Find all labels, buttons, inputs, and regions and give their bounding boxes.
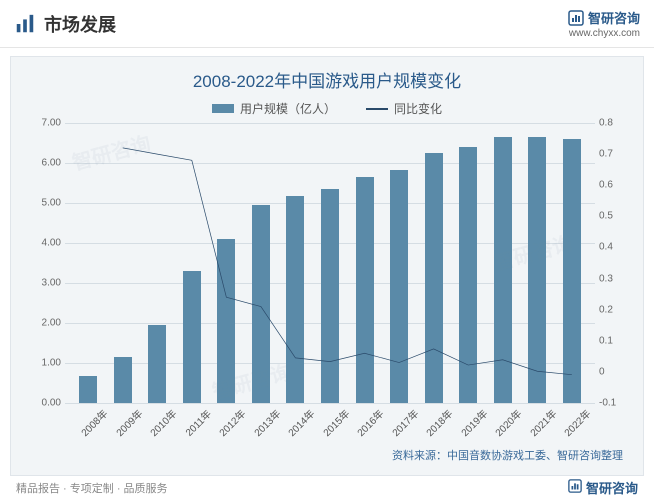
y-left-tick: 5.00 — [29, 198, 61, 209]
header-bar: evelopment 市场发展 智研咨询 www.chyxx.com — [0, 0, 654, 48]
bar — [563, 139, 581, 403]
bar — [494, 137, 512, 403]
legend-item-bar: 用户规模（亿人） — [212, 100, 336, 117]
y-left-tick: 0.00 — [29, 398, 61, 409]
bar — [114, 357, 132, 403]
bar-slot — [313, 123, 348, 403]
header-left: evelopment 市场发展 — [14, 11, 116, 37]
bar-slot — [278, 123, 313, 403]
bar-slot — [106, 123, 141, 403]
y-left-tick: 2.00 — [29, 318, 61, 329]
bar — [252, 205, 270, 403]
bars-group — [65, 123, 595, 403]
y-right-tick: 0.3 — [599, 273, 625, 284]
header-title: 市场发展 — [44, 11, 116, 37]
brand-row: 智研咨询 — [568, 8, 640, 27]
brand-url: www.chyxx.com — [568, 28, 640, 39]
chart-legend: 用户规模（亿人） 同比变化 — [31, 100, 623, 117]
footer-brand-text: 智研咨询 — [586, 478, 638, 497]
y-right-tick: 0.6 — [599, 180, 625, 191]
bar-slot — [520, 123, 555, 403]
chart-container: 2008-2022年中国游戏用户规模变化 用户规模（亿人） 同比变化 0.001… — [10, 56, 644, 476]
footer: 精品报告 · 专项定制 · 品质服务 智研咨询 — [0, 478, 654, 497]
y-right-tick: 0.8 — [599, 118, 625, 129]
bar-slot — [175, 123, 210, 403]
footer-brand-logo-icon — [568, 479, 582, 496]
legend-bar-label: 用户规模（亿人） — [240, 100, 336, 117]
bar-slot — [451, 123, 486, 403]
bar — [321, 189, 339, 403]
bar — [148, 325, 166, 403]
bar-slot — [209, 123, 244, 403]
bar — [286, 196, 304, 403]
y-right-tick: 0.5 — [599, 211, 625, 222]
bar — [79, 376, 97, 403]
header-right: 智研咨询 www.chyxx.com — [568, 8, 640, 39]
bar-slot — [71, 123, 106, 403]
bar-chart-icon — [14, 13, 36, 35]
y-left-tick: 7.00 — [29, 118, 61, 129]
bar — [459, 147, 477, 403]
bar — [183, 271, 201, 403]
legend-bar-swatch — [212, 104, 234, 113]
x-tick-label: 2022年 — [559, 405, 603, 449]
bar-slot — [554, 123, 589, 403]
legend-item-line: 同比变化 — [366, 100, 442, 117]
y-right-axis: -0.100.10.20.30.40.50.60.70.8 — [599, 123, 625, 403]
y-right-tick: 0 — [599, 366, 625, 377]
y-left-tick: 6.00 — [29, 158, 61, 169]
plot-area: 0.001.002.003.004.005.006.007.00 -0.100.… — [65, 123, 595, 403]
bar-slot — [485, 123, 520, 403]
brand-logo-icon — [568, 10, 584, 26]
bar — [390, 170, 408, 403]
chart-title: 2008-2022年中国游戏用户规模变化 — [31, 67, 623, 92]
bar-slot — [347, 123, 382, 403]
bar — [528, 137, 546, 403]
x-axis-labels: 2008年2009年2010年2011年2012年2013年2014年2015年… — [65, 403, 595, 445]
brand-text: 智研咨询 — [588, 8, 640, 27]
legend-line-label: 同比变化 — [394, 100, 442, 117]
legend-line-swatch — [366, 108, 388, 110]
bar — [425, 153, 443, 403]
bar — [217, 239, 235, 403]
bar-slot — [382, 123, 417, 403]
y-right-tick: 0.4 — [599, 242, 625, 253]
y-left-tick: 3.00 — [29, 278, 61, 289]
y-left-axis: 0.001.002.003.004.005.006.007.00 — [29, 123, 61, 403]
y-right-tick: 0.2 — [599, 304, 625, 315]
footer-left: 精品报告 · 专项定制 · 品质服务 — [16, 480, 168, 496]
source-text: 资料来源：中国音数协游戏工委、智研咨询整理 — [31, 447, 623, 463]
y-right-tick: -0.1 — [599, 398, 625, 409]
bar-slot — [416, 123, 451, 403]
y-left-tick: 4.00 — [29, 238, 61, 249]
y-left-tick: 1.00 — [29, 358, 61, 369]
bar-slot — [244, 123, 279, 403]
bar — [356, 177, 374, 403]
y-right-tick: 0.1 — [599, 335, 625, 346]
y-right-tick: 0.7 — [599, 149, 625, 160]
bar-slot — [140, 123, 175, 403]
footer-brand: 智研咨询 — [568, 478, 638, 497]
